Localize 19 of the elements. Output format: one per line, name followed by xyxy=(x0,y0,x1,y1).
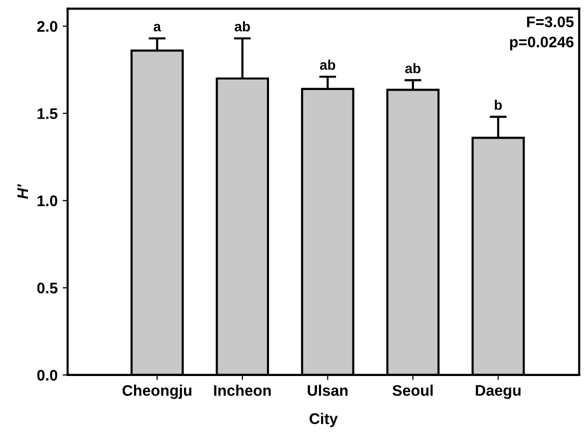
annotation: ab xyxy=(405,63,420,74)
annotation: p=0.0246 xyxy=(510,36,574,50)
y-tick-label: 0.0 xyxy=(37,370,58,381)
x-axis-title: City xyxy=(310,412,338,428)
y-tick-label: 1.5 xyxy=(38,108,58,120)
annotation: ab xyxy=(234,21,250,32)
annotation: b xyxy=(494,100,502,110)
annotation: a xyxy=(154,24,162,32)
annotation: F=3.05 xyxy=(527,16,574,28)
x-tick-label: Cheongju xyxy=(122,384,192,399)
y-tick-label: 2.0 xyxy=(37,21,58,32)
y-tick-label: 1.0 xyxy=(38,195,58,206)
y-tick-label: 0.5 xyxy=(37,282,58,294)
x-tick-label: Daegu xyxy=(476,385,521,399)
y-axis-title: H' xyxy=(17,184,28,199)
annotation: ab xyxy=(320,60,336,70)
x-tick-label: Seoul xyxy=(392,384,433,396)
x-tick-label: Ulsan xyxy=(308,384,348,396)
x-tick-label: Incheon xyxy=(214,384,271,396)
